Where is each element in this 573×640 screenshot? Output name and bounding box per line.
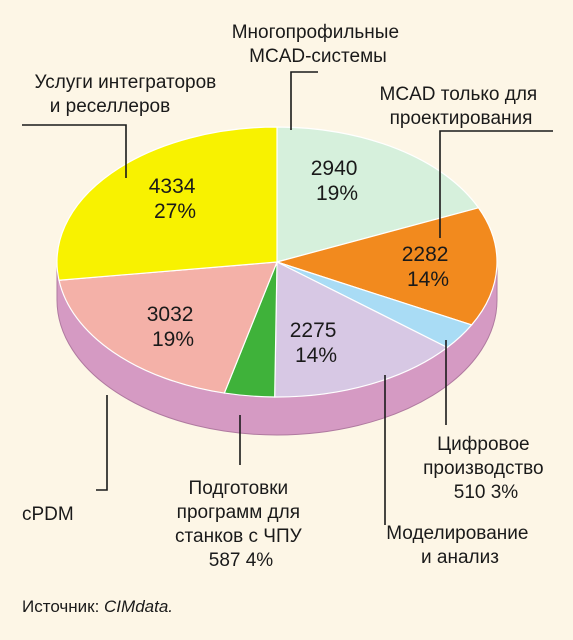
- leader-services: [22, 124, 127, 178]
- label-cnc: Подготовки программ для станков с ЧПУ 58…: [175, 478, 307, 571]
- pie-slice-3: [274, 261, 449, 398]
- source-note: Источник: CIMdata.: [22, 597, 173, 617]
- label-services: Услуги интеграторов и реселлеров: [34, 72, 221, 117]
- label-multiprofile: Многопрофильные MCAD-системы: [232, 22, 405, 67]
- pie-slice-1: [274, 207, 498, 326]
- value-mcad-design: 2282 14%: [402, 243, 455, 291]
- label-cpdm: cPDM: [22, 504, 74, 525]
- value-multiprofile: 2940 19%: [311, 157, 364, 205]
- value-modeling: 2275 14%: [290, 319, 343, 367]
- leader-multiprofile: [290, 71, 318, 130]
- label-digital: Цифровое производство 510 3%: [423, 434, 549, 503]
- pie-slice-5: [58, 261, 278, 394]
- source-prefix: Источник:: [22, 597, 105, 616]
- leader-cpdm: [96, 395, 108, 491]
- pie-slices: [56, 126, 498, 398]
- source-name: CIMdata.: [104, 597, 174, 616]
- pie-slice-0: [276, 126, 480, 263]
- leader-mcad-design: [439, 130, 553, 238]
- value-services: 4334 27%: [149, 175, 202, 223]
- label-modeling: Моделирование и анализ: [386, 523, 533, 568]
- label-mcad-design: MCAD только для проектирования: [380, 84, 543, 129]
- value-cpdm: 3032 19%: [147, 303, 200, 351]
- leader-lines: [22, 71, 553, 525]
- pie-slice-6: [56, 126, 278, 281]
